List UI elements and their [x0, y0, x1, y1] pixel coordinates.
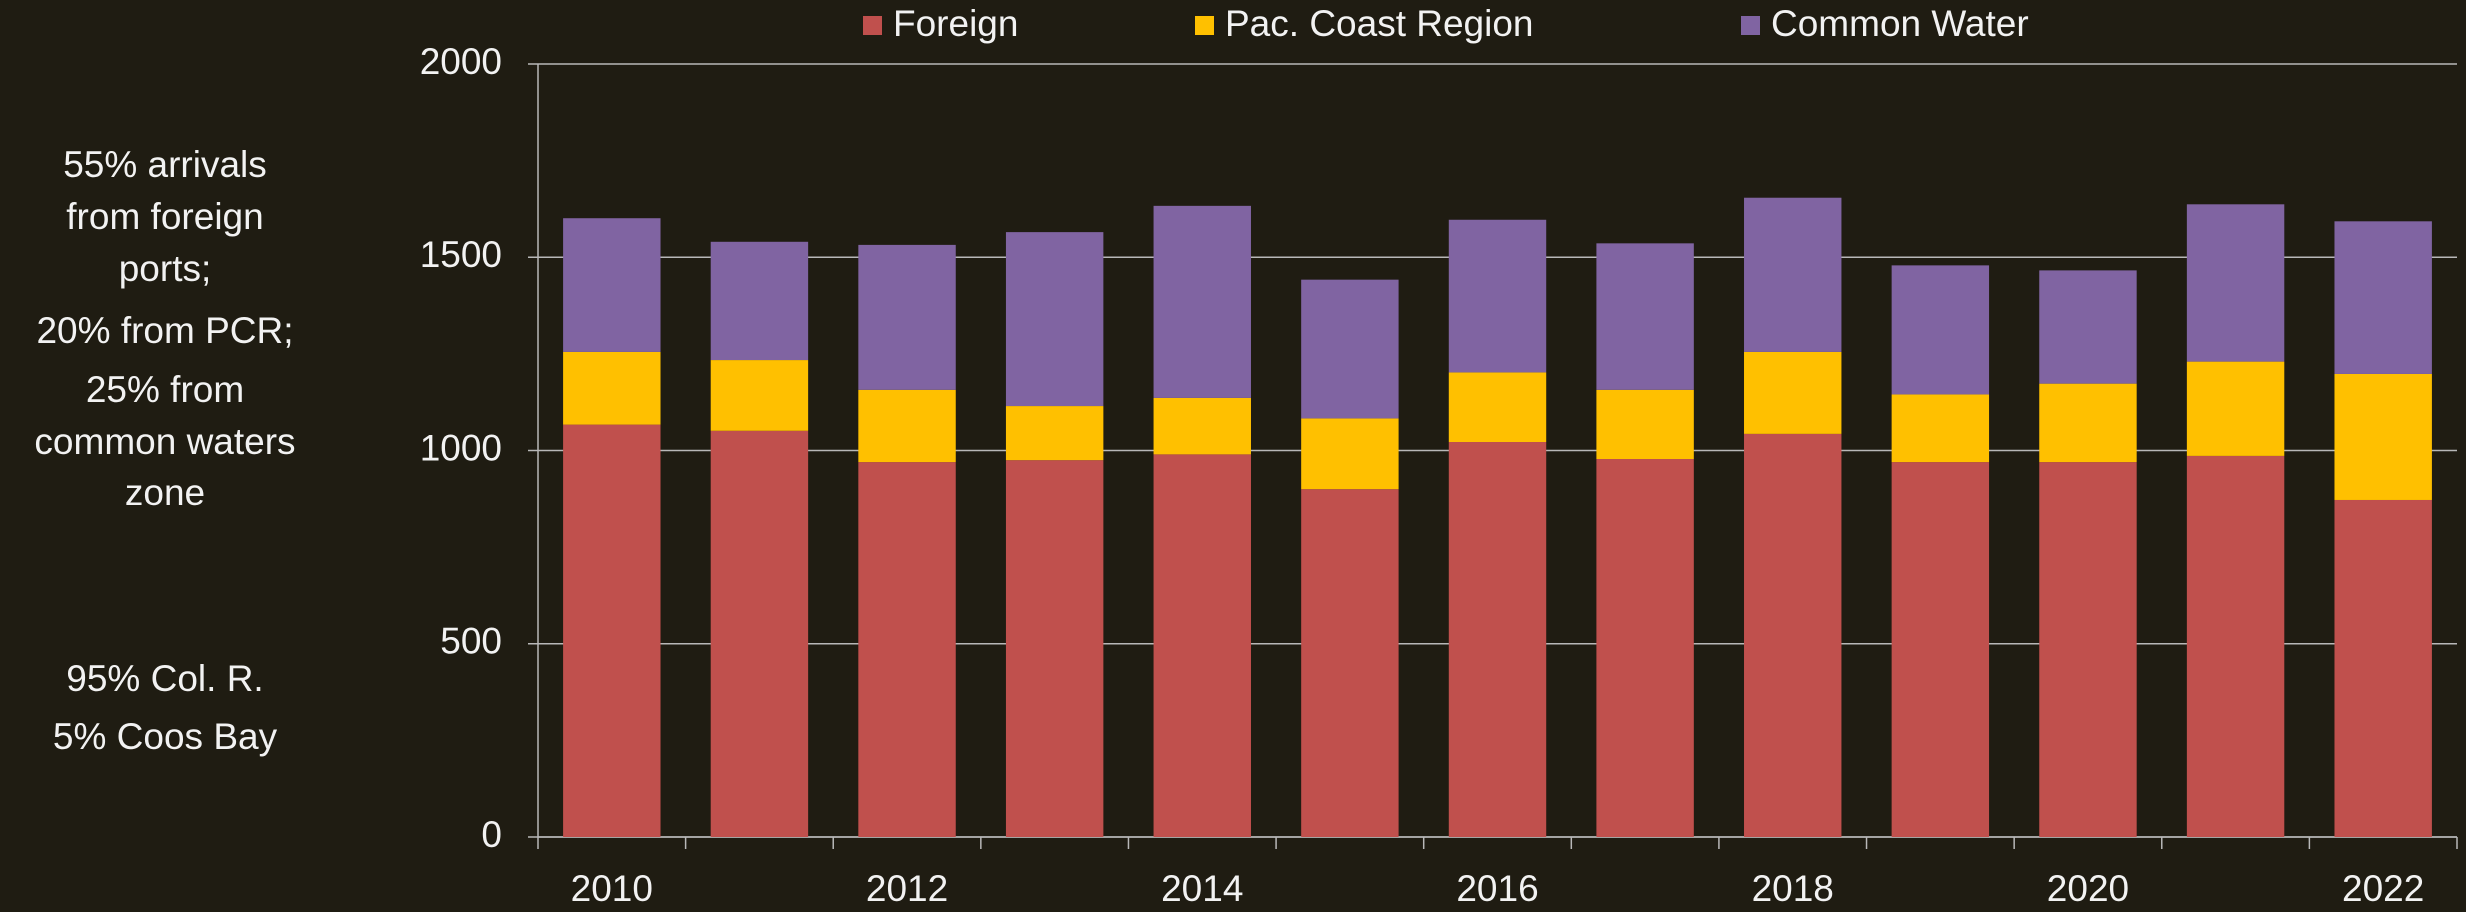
annotation: ports; [119, 248, 212, 289]
bar-segment [710, 241, 809, 361]
x-tick-label: 2020 [2047, 868, 2129, 909]
annotation: common waters [34, 421, 295, 462]
bar-segment [2039, 270, 2137, 384]
bar-segment [1744, 351, 1842, 434]
annotation: 20% from PCR; [36, 310, 293, 351]
bar-segment [1596, 243, 1694, 390]
annotation: 25% from [86, 369, 244, 410]
y-tick-label: 2000 [420, 41, 502, 82]
bar-segment [1744, 433, 1842, 837]
bar-segment [858, 389, 956, 463]
legend-swatch [1195, 16, 1214, 35]
bar-segment [1153, 454, 1251, 837]
bar-segment [1891, 462, 1990, 837]
legend-label: Pac. Coast Region [1225, 3, 1534, 44]
bar-segment [1891, 394, 1990, 463]
y-tick-label: 1500 [420, 234, 502, 275]
annotation: 95% Col. R. [66, 658, 263, 699]
bar-segment [1005, 406, 1104, 461]
bar-segment [858, 462, 956, 837]
y-tick-label: 500 [440, 621, 502, 662]
bar-segment [563, 424, 661, 837]
bar-segment [1596, 459, 1694, 837]
bar-segment [1448, 219, 1547, 373]
bar-segment [1448, 372, 1547, 442]
bar-segment [1448, 441, 1547, 837]
legend-swatch [1741, 16, 1760, 35]
annotation: 55% arrivals [63, 144, 267, 185]
bar-segment [2186, 455, 2285, 837]
annotation: from foreign [66, 196, 263, 237]
bar-segment [858, 244, 956, 390]
legend-label: Common Water [1771, 3, 2029, 44]
x-tick-label: 2016 [1456, 868, 1538, 909]
annotation: zone [125, 472, 205, 513]
legend-label: Foreign [893, 3, 1018, 44]
x-tick-label: 2018 [1752, 868, 1834, 909]
bar-segment [2334, 221, 2432, 374]
x-tick-label: 2014 [1161, 868, 1243, 909]
bar-segment [710, 360, 809, 431]
bar-segment [2039, 462, 2137, 837]
bar-segment [2186, 361, 2285, 456]
bar-segment [1744, 197, 1842, 352]
bar-segment [1891, 265, 1990, 395]
bar-segment [2334, 499, 2432, 837]
annotation: 5% Coos Bay [53, 716, 278, 757]
y-tick-label: 0 [481, 814, 502, 855]
bar-segment [1153, 205, 1251, 398]
bar-segment [1005, 460, 1104, 837]
bar-segment [2039, 383, 2137, 463]
x-tick-label: 2010 [571, 868, 653, 909]
bar-segment [2334, 373, 2432, 500]
bar-segment [1301, 279, 1399, 419]
x-tick-label: 2022 [2342, 868, 2424, 909]
bar-segment [563, 351, 661, 425]
bar-segment [1153, 397, 1251, 455]
bar-segment [710, 430, 809, 837]
bar-segment [563, 218, 661, 352]
bar-segment [2186, 204, 2285, 362]
bar-segment [1301, 489, 1399, 837]
bar-segment [1005, 232, 1104, 407]
x-tick-label: 2012 [866, 868, 948, 909]
y-tick-label: 1000 [420, 427, 502, 468]
legend-swatch [863, 16, 882, 35]
bar-segment [1301, 418, 1399, 490]
bar-segment [1596, 389, 1694, 460]
